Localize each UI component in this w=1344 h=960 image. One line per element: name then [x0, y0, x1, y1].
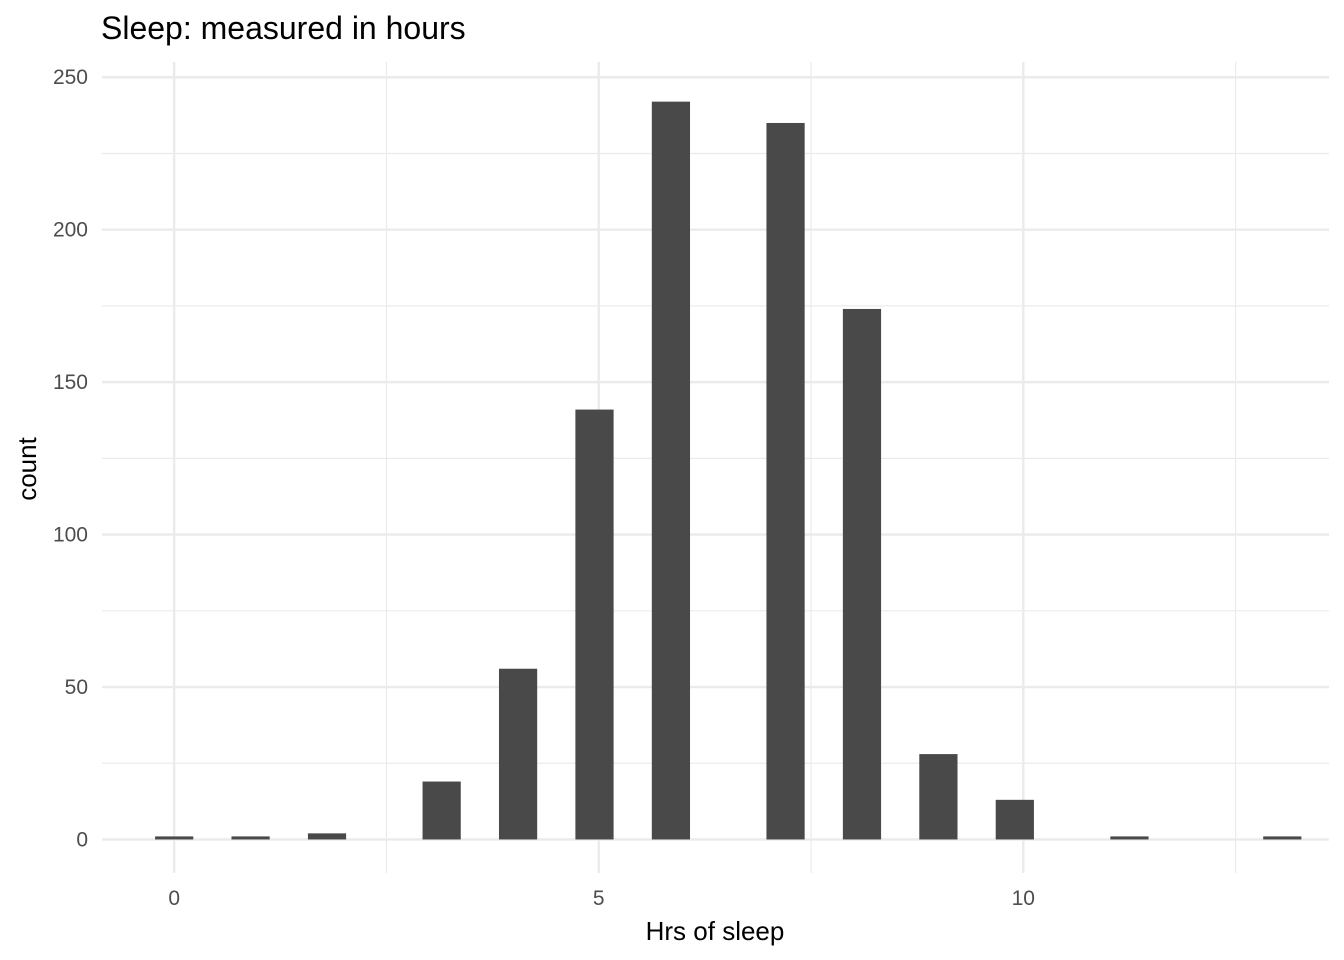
y-tick-label: 0	[76, 828, 88, 851]
bar	[155, 836, 194, 840]
bar	[766, 122, 805, 840]
y-tick-label: 200	[53, 219, 88, 242]
bar	[919, 754, 958, 840]
x-tick-label: 10	[1012, 887, 1035, 910]
x-tick-label: 5	[593, 887, 605, 910]
y-tick-label: 150	[53, 371, 88, 394]
y-tick-label: 250	[53, 66, 88, 89]
x-tick-label: 0	[168, 887, 180, 910]
bar	[575, 409, 614, 840]
bar	[1263, 836, 1302, 840]
bar	[651, 101, 691, 840]
bar	[1110, 836, 1149, 840]
grid-layer	[102, 62, 1329, 873]
bar	[842, 308, 882, 840]
bar	[498, 668, 538, 840]
bar	[231, 836, 270, 840]
bar	[995, 799, 1034, 840]
tick-label-layer: 0 50 100 150 200 250 0 5 10	[53, 66, 1035, 910]
x-axis-label: Hrs of sleep	[646, 916, 785, 946]
bar-layer	[155, 101, 1302, 840]
y-tick-label: 100	[53, 524, 88, 547]
y-axis-label: count	[12, 436, 42, 500]
bar	[307, 833, 347, 840]
bar	[422, 781, 461, 840]
chart-title: Sleep: measured in hours	[101, 10, 466, 46]
y-tick-label: 50	[65, 676, 88, 699]
